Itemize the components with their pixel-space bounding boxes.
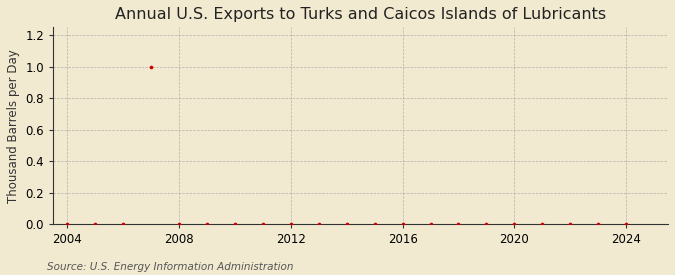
Point [425,222,436,226]
Point [173,222,184,226]
Point [453,222,464,226]
Title: Annual U.S. Exports to Turks and Caicos Islands of Lubricants: Annual U.S. Exports to Turks and Caicos … [115,7,606,22]
Y-axis label: Thousand Barrels per Day: Thousand Barrels per Day [7,49,20,202]
Point [117,222,128,226]
Point [90,222,101,226]
Point [593,222,603,226]
Point [621,222,632,226]
Point [509,222,520,226]
Point [481,222,492,226]
Point [62,222,73,226]
Point [146,64,157,69]
Point [342,222,352,226]
Text: Source: U.S. Energy Information Administration: Source: U.S. Energy Information Administ… [47,262,294,272]
Point [286,222,296,226]
Point [397,222,408,226]
Point [537,222,547,226]
Point [565,222,576,226]
Point [202,222,213,226]
Point [313,222,324,226]
Point [369,222,380,226]
Point [257,222,268,226]
Point [230,222,240,226]
